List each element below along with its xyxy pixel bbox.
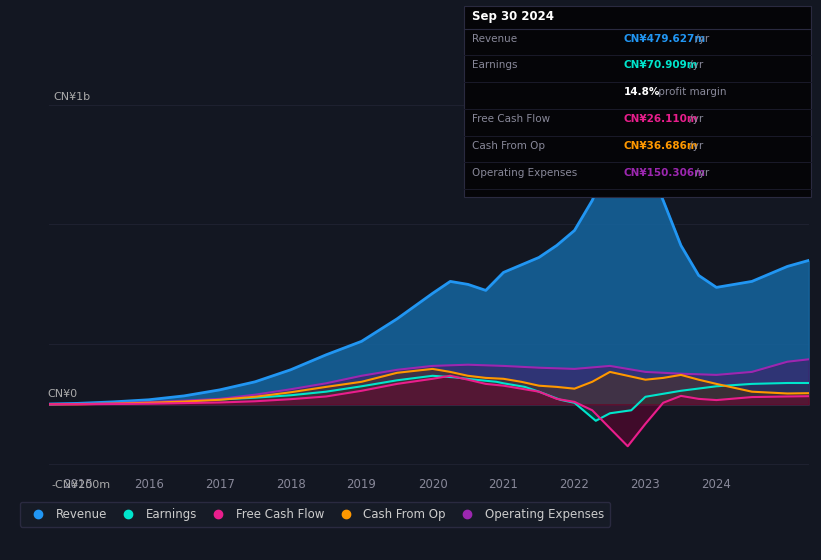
Text: /yr: /yr: [686, 60, 703, 71]
Text: CN¥36.686m: CN¥36.686m: [624, 141, 699, 151]
Text: CN¥26.110m: CN¥26.110m: [624, 114, 699, 124]
Text: Sep 30 2024: Sep 30 2024: [472, 10, 554, 22]
Text: profit margin: profit margin: [655, 87, 727, 97]
Text: -CN¥200m: -CN¥200m: [52, 479, 111, 489]
Text: /yr: /yr: [692, 34, 709, 44]
Text: CN¥150.306m: CN¥150.306m: [624, 168, 706, 178]
Text: CN¥1b: CN¥1b: [53, 91, 90, 101]
Text: /yr: /yr: [686, 141, 703, 151]
Text: Revenue: Revenue: [472, 34, 517, 44]
Text: Operating Expenses: Operating Expenses: [472, 168, 577, 178]
Text: /yr: /yr: [692, 168, 709, 178]
Legend: Revenue, Earnings, Free Cash Flow, Cash From Op, Operating Expenses: Revenue, Earnings, Free Cash Flow, Cash …: [20, 502, 610, 527]
Text: CN¥0: CN¥0: [47, 389, 77, 399]
Text: /yr: /yr: [686, 114, 703, 124]
Text: CN¥479.627m: CN¥479.627m: [624, 34, 706, 44]
Text: Free Cash Flow: Free Cash Flow: [472, 114, 550, 124]
Text: 14.8%: 14.8%: [624, 87, 660, 97]
Text: Cash From Op: Cash From Op: [472, 141, 545, 151]
Text: CN¥70.909m: CN¥70.909m: [624, 60, 699, 71]
Text: Earnings: Earnings: [472, 60, 517, 71]
